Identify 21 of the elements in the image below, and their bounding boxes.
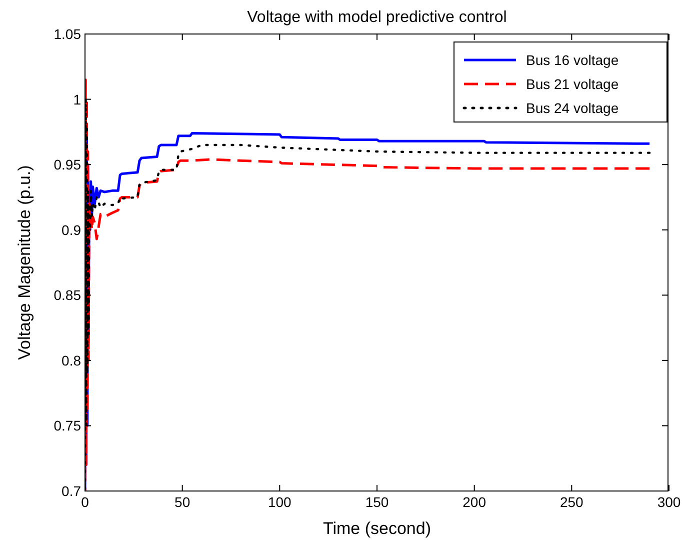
x-tick-label: 250: [560, 494, 584, 510]
x-tick-label: 100: [268, 494, 292, 510]
chart-title: Voltage with model predictive control: [247, 9, 507, 26]
y-tick-label: 0.75: [54, 418, 82, 434]
y-tick-label: 0.8: [62, 352, 82, 368]
y-tick-label: 0.95: [54, 156, 82, 173]
legend-label: Bus 16 voltage: [526, 52, 619, 68]
y-tick-label: 1.05: [54, 26, 82, 42]
y-tick-label: 0.7: [62, 483, 82, 499]
y-tick-label: 0.85: [54, 287, 82, 304]
x-tick-label: 150: [365, 494, 389, 510]
x-tick-label: 300: [657, 494, 681, 510]
x-tick-label: 200: [462, 494, 486, 510]
x-tick-label: 50: [174, 494, 190, 510]
legend-label: Bus 24 voltage: [526, 100, 619, 116]
y-axis-title: Voltage Magenitude (p.u.): [15, 165, 34, 360]
x-axis-title: Time (second): [322, 519, 432, 538]
y-tick-label: 1: [73, 91, 82, 108]
legend-label: Bus 21 voltage: [526, 76, 619, 92]
x-tick-label: 0: [81, 494, 90, 510]
y-tick-label: 0.9: [62, 222, 82, 238]
